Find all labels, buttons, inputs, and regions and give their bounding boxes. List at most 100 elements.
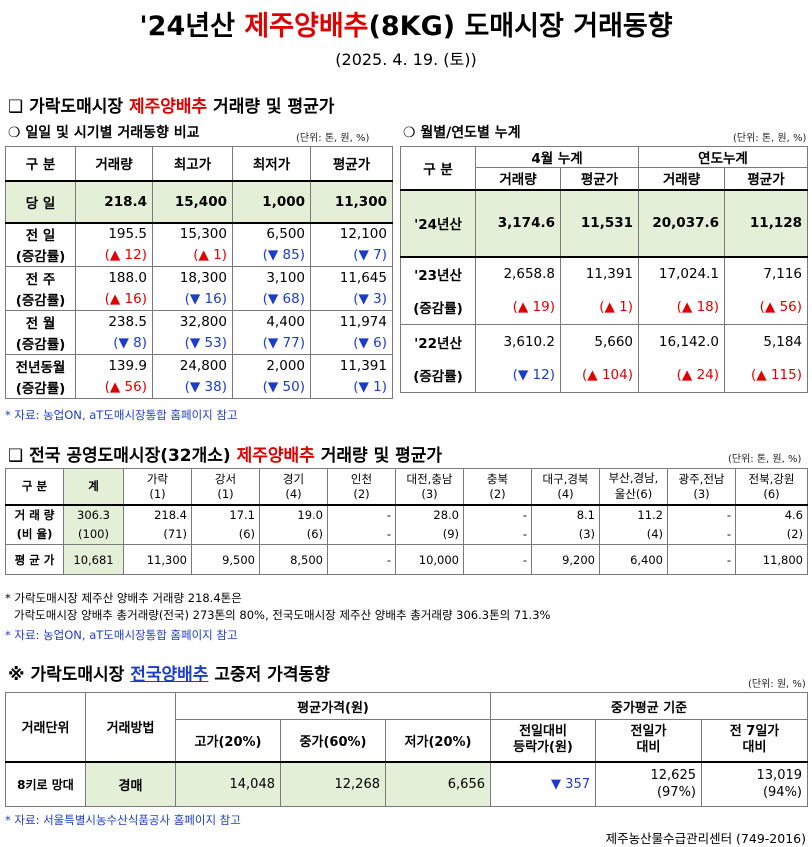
cell: 11,531: [559, 188, 640, 257]
cell: 13,019 (94%): [700, 760, 809, 807]
section3-heading: ※ 가락도매시장 전국양배추 고중저 가격동향: [8, 665, 330, 685]
cell: 경매: [85, 760, 176, 807]
cell: 16,142.0: [638, 324, 726, 359]
section1-left-subtitle: ❍ 일일 및 시기별 거래동향 비교: [8, 125, 200, 141]
cell: 8,500: [259, 544, 328, 575]
col-header: 대구,경북 (4): [531, 468, 600, 505]
section2-unit: (단위: 톤, 원, %): [728, 454, 802, 465]
section1-source: * 자료: 농업ON, aT도매시장통합 홈페이지 참고: [5, 408, 238, 422]
section3-source: * 자료: 서울특별시농수산식품공사 홈페이지 참고: [5, 813, 241, 827]
col-header: 최저가: [232, 146, 311, 181]
cell: 218.4: [123, 503, 192, 525]
change-cell: (▼ 85): [232, 244, 311, 267]
cell: 11,800: [735, 544, 808, 575]
section2-note2: 가락도매시장 양배추 총거래량(전국) 273톤의 80%, 전국도매시장 제주…: [14, 608, 551, 622]
change-label: (증감률): [400, 290, 476, 325]
cell: 2,000: [232, 354, 311, 377]
cell: 3,610.2: [475, 324, 561, 359]
report-date: (2025. 4. 19. (토)): [335, 50, 477, 69]
row-label: 8키로 망대: [5, 760, 86, 807]
col-header: 계: [63, 468, 124, 505]
national-market-table: 구 분 계 가락 (1) 강서 (1) 경기 (4) 인천 (2) 대전,충남 (3) 충…: [5, 468, 808, 575]
col-header: 전북,강원 (6): [735, 468, 808, 505]
cell: 10,000: [395, 544, 464, 575]
cell: (2): [735, 524, 808, 545]
page-title: '24년산 제주양배추(8KG) 도매시장 거래동향: [139, 11, 673, 42]
section1-right-subtitle: ❍ 월별/연도별 누계: [403, 125, 521, 141]
change-cell: (▲ 16): [75, 288, 153, 311]
cell: 6,656: [385, 760, 491, 807]
cell: 6,400: [599, 544, 668, 575]
change-cell: (▼ 6): [310, 332, 393, 355]
section3-unit: (단위: 원, %): [748, 679, 806, 690]
col-header: 구 분: [400, 146, 476, 190]
cell: 11.2: [599, 503, 668, 525]
cell: 188.0: [75, 266, 153, 289]
cell: -: [463, 524, 532, 545]
cell: 11,974: [310, 310, 393, 333]
cell: (4): [599, 524, 668, 545]
change-cell: (▼ 38): [152, 376, 233, 399]
change-cell: (▲ 18): [638, 290, 726, 325]
cell: (9): [395, 524, 464, 545]
change-cell: (▲ 115): [724, 358, 809, 393]
section2-note1: * 가락도매시장 제주산 양배추 거래량 218.4톤은: [5, 591, 242, 605]
cell: 10,681: [63, 544, 124, 575]
cell: (6): [259, 524, 328, 545]
col-header: 가락 (1): [123, 468, 192, 505]
row-label: 전 월: [5, 310, 76, 333]
cell: 32,800: [152, 310, 233, 333]
col-header: 최고가: [152, 146, 233, 181]
title-highlight: 제주양배추: [244, 11, 369, 42]
change-cell: (▲ 24): [638, 358, 726, 393]
cell: 9,500: [191, 544, 260, 575]
row-label: 당 일: [5, 179, 76, 223]
col-header: 광주,전남 (3): [667, 468, 736, 505]
change-label: (증감률): [5, 376, 76, 399]
cell: 2,658.8: [475, 255, 561, 291]
footer-org: 제주농산물수급관리센터 (749-2016): [605, 831, 806, 846]
change-cell: (▼ 3): [310, 288, 393, 311]
section1-left-unit: (단위: 톤, 원, %): [296, 133, 370, 144]
col-subheader: 전일대비 등락가(원): [490, 719, 596, 762]
cell: 11,128: [724, 188, 809, 257]
cell: 306.3: [63, 503, 124, 525]
cell: 11,645: [310, 266, 393, 289]
change-cell: (▼ 8): [75, 332, 153, 355]
cell: -: [327, 524, 396, 545]
cell: (100): [63, 524, 124, 545]
change-cell: (▼ 12): [475, 358, 561, 393]
change-cell: (▲ 56): [724, 290, 809, 325]
cell: (71): [123, 524, 192, 545]
row-label: 전년동월: [5, 354, 76, 377]
section1-heading: ❑ 가락도매시장 제주양배추 거래량 및 평균가: [8, 97, 335, 117]
cell: -: [667, 524, 736, 545]
row-label: (비 율): [5, 524, 64, 545]
cell: 11,300: [123, 544, 192, 575]
cell: -: [667, 544, 736, 575]
col-header: 평균가격(원): [175, 692, 491, 720]
cell: 238.5: [75, 310, 153, 333]
col-header: 구 분: [5, 146, 76, 181]
change-cell: (▼ 53): [152, 332, 233, 355]
row-label: 거 래 량: [5, 503, 64, 525]
cell: 11,300: [310, 179, 393, 223]
col-header: 거래단위: [5, 692, 86, 762]
cell: 4,400: [232, 310, 311, 333]
col-header: 대전,충남 (3): [395, 468, 464, 505]
row-label: '24년산: [400, 188, 476, 257]
change-cell: (▲ 56): [75, 376, 153, 399]
price-trend-table: 거래단위 거래방법 평균가격(원) 중가평균 기준 고가(20%) 중가(60%…: [5, 692, 809, 807]
change-cell: (▼ 50): [232, 376, 311, 399]
cumulative-table: 구 분 4월 누계 연도누계 거래량 평균가 거래량 평균가 '24년산 3,1…: [400, 146, 809, 393]
change-label: (증감률): [5, 244, 76, 267]
change-label: (증감률): [5, 288, 76, 311]
cell: 139.9: [75, 354, 153, 377]
cell: ▼ 357: [490, 760, 596, 807]
section2-heading: ❑ 전국 공영도매시장(32개소) 제주양배추 거래량 및 평균가: [8, 446, 443, 466]
cell: 7,116: [724, 255, 809, 291]
cell: 11,391: [559, 255, 640, 291]
col-subheader: 평균가: [559, 167, 640, 190]
change-cell: (▼ 1): [310, 376, 393, 399]
cell: 5,660: [559, 324, 640, 359]
